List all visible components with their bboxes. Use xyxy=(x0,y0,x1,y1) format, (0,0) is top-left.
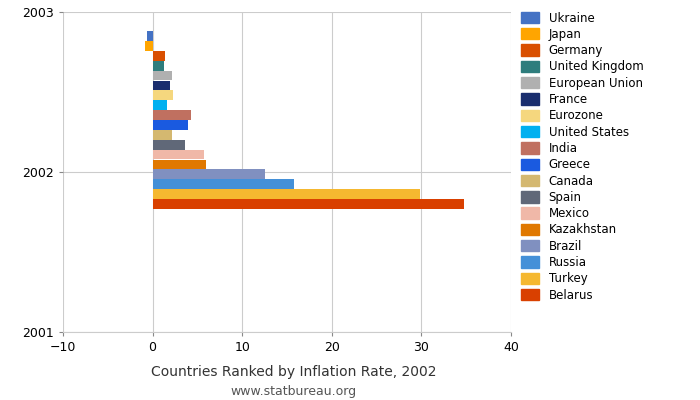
Text: www.statbureau.org: www.statbureau.org xyxy=(231,386,357,398)
Bar xyxy=(153,71,172,80)
Bar xyxy=(153,160,206,169)
Bar xyxy=(153,120,188,130)
Bar xyxy=(153,199,464,209)
Bar xyxy=(153,189,419,199)
Bar xyxy=(153,51,165,61)
Bar xyxy=(153,170,265,179)
Bar xyxy=(147,31,153,41)
Bar xyxy=(153,179,294,189)
Bar xyxy=(153,81,169,90)
Bar xyxy=(153,130,172,140)
Text: Countries Ranked by Inflation Rate, 2002: Countries Ranked by Inflation Rate, 2002 xyxy=(151,365,437,379)
Bar xyxy=(153,110,191,120)
Bar xyxy=(144,41,153,51)
Legend: Ukraine, Japan, Germany, United Kingdom, European Union, France, Eurozone, Unite: Ukraine, Japan, Germany, United Kingdom,… xyxy=(522,12,643,302)
Bar xyxy=(153,150,204,159)
Bar xyxy=(153,140,185,150)
Bar xyxy=(153,90,173,100)
Bar xyxy=(153,61,164,70)
Bar xyxy=(153,100,167,110)
